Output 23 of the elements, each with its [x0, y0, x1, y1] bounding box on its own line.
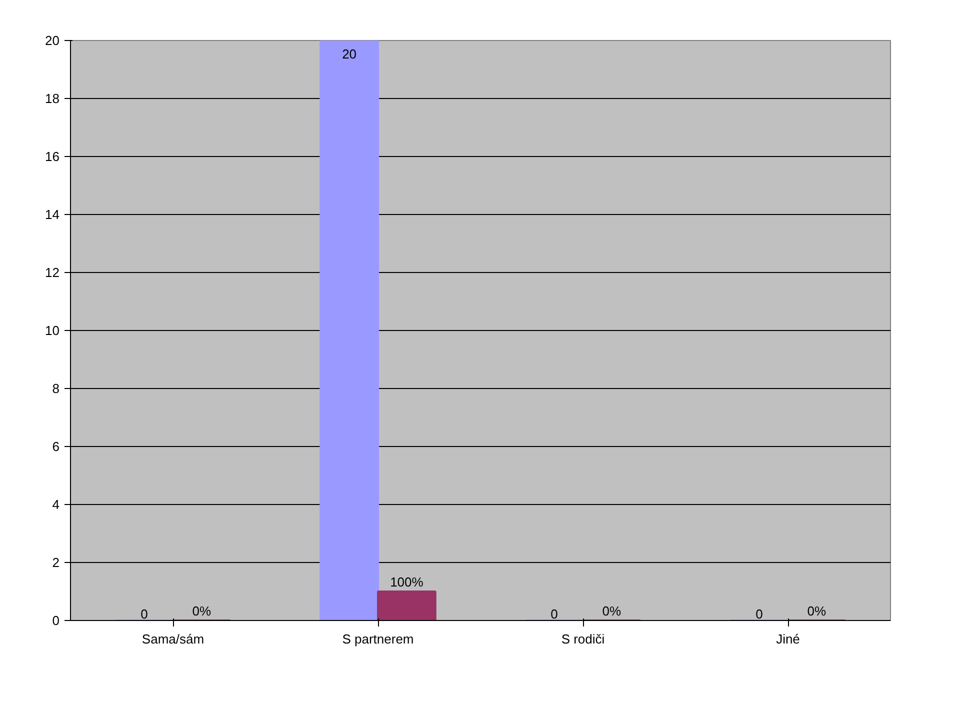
y-tick-label: 18 [45, 91, 60, 106]
y-tick-label: 14 [45, 207, 60, 222]
data-label: 0% [192, 604, 212, 618]
y-tick-label: 2 [52, 555, 60, 570]
x-tick-label: S rodiči [561, 632, 605, 646]
data-label: 0% [602, 604, 622, 618]
data-label: 0% [807, 604, 827, 618]
data-label: 0 [140, 606, 148, 622]
y-tick-label: 10 [45, 323, 60, 338]
y-tick-label: 6 [52, 439, 60, 454]
x-tick-label: Sama/sám [142, 632, 204, 646]
data-label: 100% [390, 574, 424, 590]
y-tick-label: 0 [52, 613, 60, 628]
y-tick-label: 4 [52, 497, 60, 512]
data-label: 0 [550, 606, 558, 622]
x-tick-label: S partnerem [342, 632, 414, 646]
y-tick-label: 8 [52, 381, 60, 396]
x-tick-label: Jiné [776, 632, 800, 646]
y-tick-label: 20 [45, 33, 60, 48]
data-label: 20 [342, 46, 357, 62]
y-tick-label: 12 [45, 265, 60, 280]
data-label: 0 [756, 606, 763, 622]
y-tick-label: 16 [45, 149, 60, 164]
